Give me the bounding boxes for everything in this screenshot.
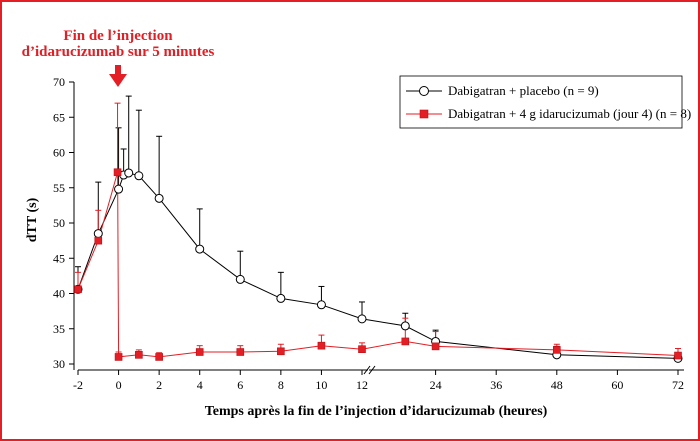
data-point-placebo [124, 168, 134, 178]
y-tick-label: 60 [53, 146, 65, 160]
y-axis-label: dTT (s) [25, 197, 40, 242]
data-point-placebo [114, 184, 124, 194]
data-point-idarucizumab [114, 353, 123, 361]
annotation-line-1: Fin de l’injection [63, 28, 173, 44]
data-point-placebo [235, 274, 245, 284]
y-tick-label: 40 [53, 287, 65, 301]
data-point-placebo [316, 300, 326, 310]
annotation: Fin de l’injection d’idarucizumab sur 5 … [22, 28, 215, 87]
x-tick-label: 72 [672, 378, 684, 392]
data-point-idarucizumab [401, 337, 410, 346]
y-tick-label: 35 [53, 322, 65, 336]
data-point-idarucizumab [94, 236, 103, 245]
y-tick-label: 50 [53, 216, 65, 230]
legend-box [399, 75, 683, 129]
annotation-line-2: d’idarucizumab sur 5 minutes [22, 44, 215, 60]
data-point-placebo [93, 229, 103, 239]
x-tick-label: 48 [551, 378, 563, 392]
y-tick-label: 30 [53, 357, 65, 371]
data-point-idarucizumab [155, 353, 163, 361]
data-point-idarucizumab [113, 168, 122, 177]
data-point-idarucizumab [195, 348, 204, 356]
legend-label-idarucizumab: Dabigatran + 4 g idarucizumab (jour 4) (… [448, 106, 691, 121]
legend-marker-square [419, 109, 429, 119]
x-tick-label: 4 [197, 378, 203, 392]
x-tick-label: 24 [430, 378, 442, 392]
legend-label-placebo: Dabigatran + placebo (n = 9) [448, 83, 599, 98]
error-bars [75, 95, 681, 359]
x-tick-label: 12 [356, 378, 368, 392]
series-line-placebo [77, 172, 679, 359]
y-tick-label: 70 [53, 75, 65, 89]
axis-break-mark [368, 365, 376, 375]
axis-break-mark [363, 365, 371, 375]
data-point-idarucizumab [674, 351, 682, 360]
x-axis-label: Temps après la fin de l’injection d’idar… [205, 404, 548, 419]
data-point-placebo [400, 321, 410, 331]
x-tick-label: 2 [156, 378, 162, 392]
y-tick-label: 45 [53, 251, 65, 265]
data-point-idarucizumab [431, 342, 440, 351]
legend-item-idarucizumab: Dabigatran + 4 g idarucizumab (jour 4) (… [406, 106, 691, 121]
data-point-idarucizumab [552, 346, 561, 354]
data-point-placebo [195, 244, 205, 254]
series-markers [73, 168, 683, 363]
y-tick-label: 65 [53, 110, 65, 124]
y-tick-label: 55 [53, 181, 65, 195]
series-lines [77, 172, 679, 359]
legend-marker-circle [419, 86, 429, 96]
x-tick-label: 60 [611, 378, 623, 392]
x-tick-label: 6 [237, 378, 243, 392]
data-point-idarucizumab [358, 345, 366, 353]
data-point-idarucizumab [236, 348, 245, 356]
legend: Dabigatran + placebo (n = 9) Dabigatran … [399, 75, 691, 129]
series-line-idarucizumab [77, 172, 679, 358]
data-point-idarucizumab [74, 285, 82, 294]
x-tick-label: 36 [490, 378, 502, 392]
x-tick-label: -2 [73, 378, 83, 392]
data-point-idarucizumab [317, 341, 326, 350]
down-arrow-icon [109, 65, 127, 87]
data-point-placebo [154, 193, 164, 203]
data-point-placebo [357, 314, 367, 324]
legend-item-placebo: Dabigatran + placebo (n = 9) [406, 83, 599, 98]
data-point-idarucizumab [135, 351, 143, 359]
data-point-idarucizumab [277, 347, 285, 356]
data-point-placebo [276, 293, 286, 303]
x-tick-label: 0 [116, 378, 122, 392]
x-tick-label: 10 [315, 378, 327, 392]
x-tick-label: 8 [278, 378, 284, 392]
data-point-placebo [134, 171, 144, 181]
